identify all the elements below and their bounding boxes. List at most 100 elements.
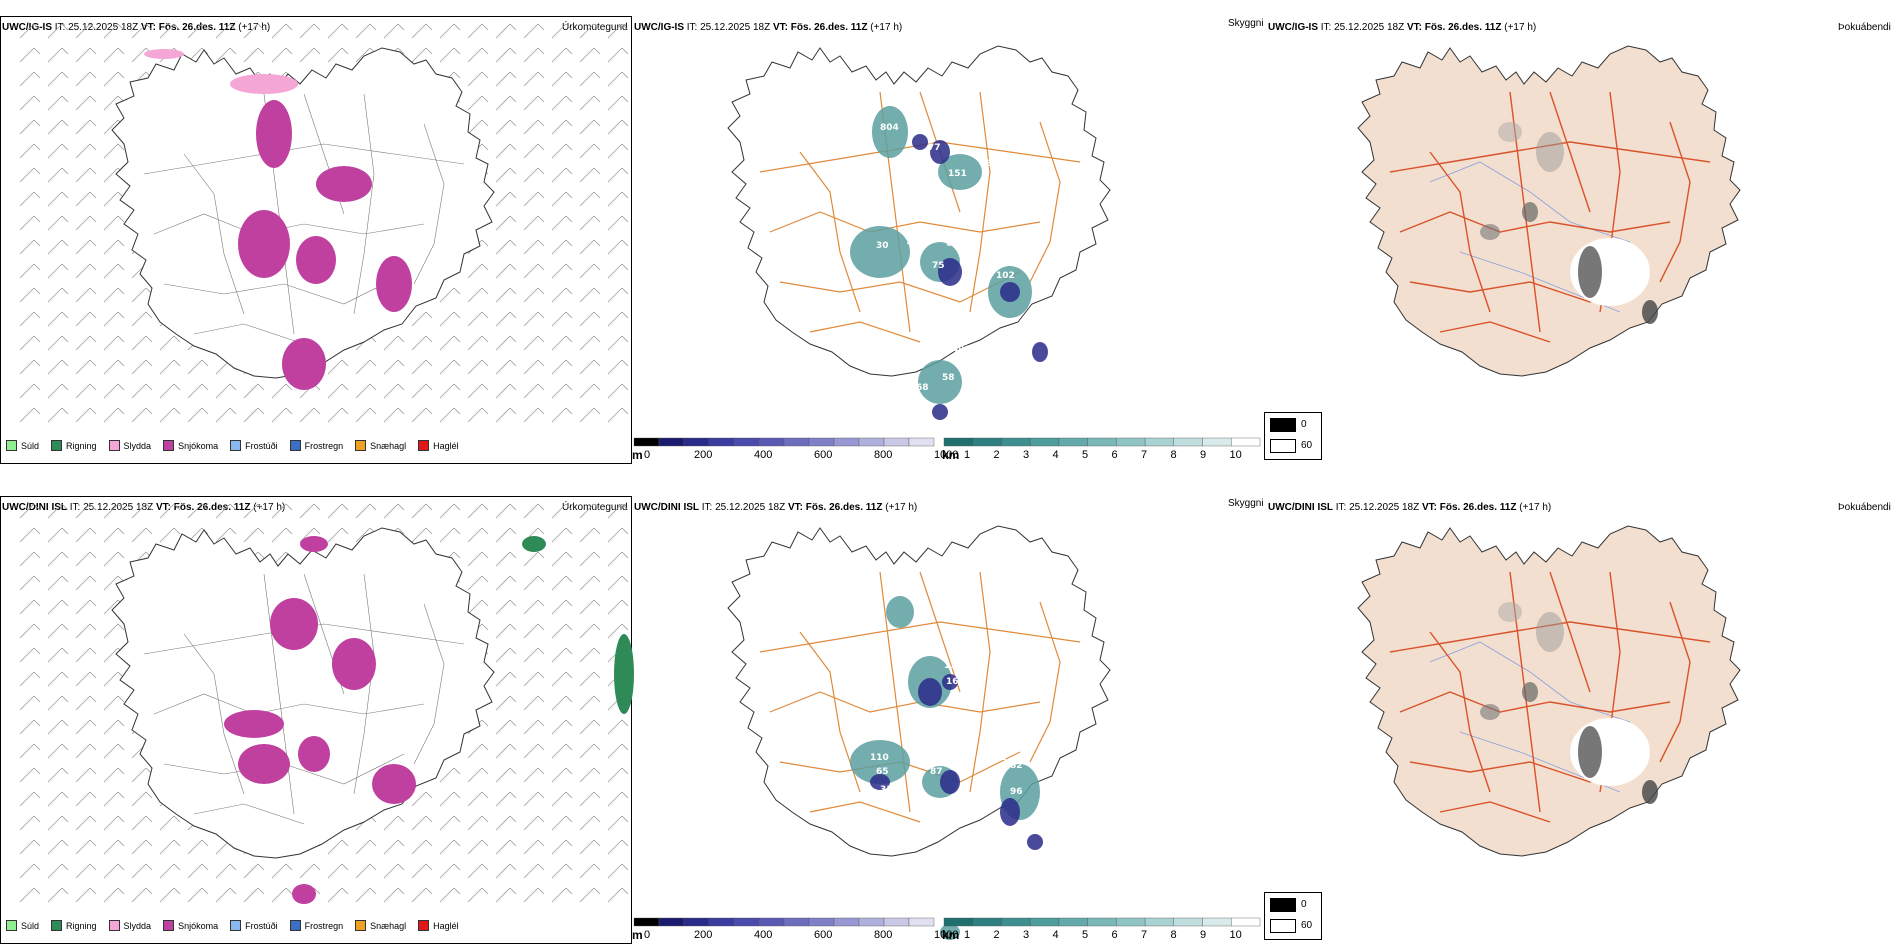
wind-barb <box>579 743 601 759</box>
precip-legend-label: Snæhagl <box>370 920 407 931</box>
wind-barb <box>551 191 573 207</box>
wind-barb <box>551 647 573 663</box>
vis-colorbar-bin <box>1116 917 1146 927</box>
wind-barb <box>271 407 293 423</box>
wind-barb <box>523 551 545 567</box>
vis-colorbar-bin <box>1087 917 1117 927</box>
wind-barb <box>215 527 237 543</box>
wind-barb <box>551 119 573 135</box>
iceland-map <box>111 47 495 390</box>
wind-barb <box>579 239 601 255</box>
wind-barb <box>299 407 321 423</box>
land-area <box>1357 525 1741 857</box>
wind-barb <box>523 335 545 351</box>
precip-legend-item: Snjókoma <box>163 920 218 931</box>
wind-barb <box>383 887 405 903</box>
wind-barb <box>523 767 545 783</box>
wind-barb <box>131 335 153 351</box>
wind-barb <box>523 695 545 711</box>
precip-legend-item: Slydda <box>108 440 151 451</box>
wind-barb <box>607 551 629 567</box>
wind-barb <box>383 23 405 39</box>
visibility-value-label: 68 <box>916 383 929 393</box>
wind-barb <box>467 839 489 855</box>
precip-map <box>19 503 634 904</box>
wind-barb <box>19 383 41 399</box>
wind-barb <box>327 47 349 63</box>
wind-barb <box>271 47 293 63</box>
wind-barb <box>159 335 181 351</box>
wind-barb <box>551 839 573 855</box>
wind-barb <box>75 791 97 807</box>
wind-barb <box>131 23 153 39</box>
wind-barb <box>495 359 517 375</box>
wind-barb <box>467 263 489 279</box>
wind-barb <box>243 863 265 879</box>
wind-barb <box>19 863 41 879</box>
wind-barb <box>383 815 405 831</box>
fog-area <box>1536 132 1564 172</box>
visibility-value-label: 96 <box>1010 787 1023 797</box>
wind-barb <box>243 407 265 423</box>
wind-barb <box>579 647 601 663</box>
vis-colorbar-unit: km <box>942 448 960 462</box>
wind-barb <box>495 143 517 159</box>
vis-colorbar-tick: 2 <box>993 929 1000 941</box>
precip-legend-swatch <box>230 920 242 931</box>
wind-barb <box>19 143 41 159</box>
vis-colorbar-bin <box>1202 437 1232 447</box>
wind-barb <box>551 743 573 759</box>
wind-barb <box>411 839 433 855</box>
precip-legend-item: Frostúði <box>230 440 278 451</box>
wind-barb <box>495 767 517 783</box>
vis-colorbar-bin <box>943 917 973 927</box>
base-colorbar-bin <box>808 437 835 447</box>
wind-barb <box>131 503 153 519</box>
wind-barb <box>47 239 69 255</box>
wind-barb <box>271 887 293 903</box>
wind-barb <box>523 359 545 375</box>
fog-map <box>1357 525 1741 857</box>
fog-area <box>1642 780 1658 804</box>
precip-legend-label: Súld <box>21 440 40 451</box>
precip-legend-swatch <box>6 440 17 451</box>
wind-barb <box>19 647 41 663</box>
row1-cloud-title: Skyggni <box>1228 18 1264 29</box>
wind-barb <box>607 767 629 783</box>
wind-barb <box>411 527 433 543</box>
wind-barb <box>579 23 601 39</box>
wind-barb <box>19 239 41 255</box>
wind-barb <box>551 599 573 615</box>
wind-barb <box>355 503 377 519</box>
wind-barb <box>607 815 629 831</box>
base-colorbar-bin <box>858 437 885 447</box>
precip-legend-label: Haglél <box>433 440 459 451</box>
wind-barb <box>467 71 489 87</box>
road-line <box>769 211 1041 233</box>
wind-barb <box>103 23 125 39</box>
precip-legend-item: Frostregn <box>289 920 343 931</box>
wind-barb <box>439 839 461 855</box>
snow-area <box>372 764 416 804</box>
wind-barb <box>243 887 265 903</box>
wind-barb <box>75 647 97 663</box>
base-colorbar-bin <box>683 917 710 927</box>
wind-barb <box>103 143 125 159</box>
wind-barb <box>495 527 517 543</box>
base-colorbar-tick: 200 <box>694 449 713 461</box>
road-line <box>1439 321 1551 343</box>
wind-barb <box>47 551 69 567</box>
wind-barb <box>271 383 293 399</box>
wind-barb <box>607 95 629 111</box>
wind-barb <box>19 767 41 783</box>
wind-barb <box>579 167 601 183</box>
fog-legend-swatch-0 <box>1270 418 1296 432</box>
wind-barb <box>355 407 377 423</box>
wind-barb <box>579 887 601 903</box>
wind-barb <box>411 791 433 807</box>
wind-barb <box>383 839 405 855</box>
wind-barb <box>47 215 69 231</box>
coastline <box>727 45 1111 377</box>
wind-barb <box>523 287 545 303</box>
wind-barb <box>47 167 69 183</box>
